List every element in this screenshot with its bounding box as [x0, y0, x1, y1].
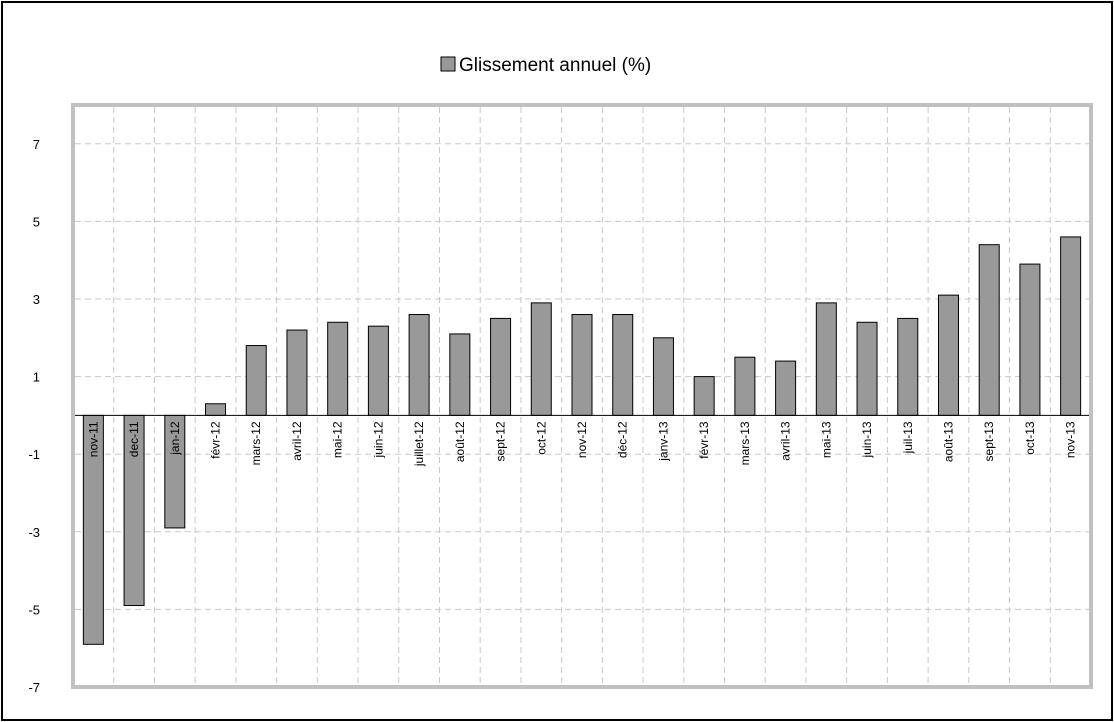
bar	[530, 302, 552, 416]
bar	[815, 302, 837, 416]
y-tick-label: 1	[33, 370, 40, 385]
category-label: mai-13	[819, 421, 833, 458]
category-label: avril-13	[779, 421, 793, 461]
category-labels: nov-11 dec-11 jan-12 févr-12 mars-12 avril-12…	[86, 421, 1077, 467]
category-label: févr-12	[209, 421, 223, 459]
category-label: avril-12	[290, 421, 304, 461]
bar	[245, 345, 267, 416]
bars	[82, 236, 1082, 645]
category-label: juin-13	[860, 421, 874, 458]
category-label: oct-12	[534, 421, 548, 455]
bar	[490, 317, 512, 416]
bar	[856, 321, 878, 416]
y-tick-label: 3	[33, 292, 40, 307]
plot-area	[71, 103, 1093, 689]
y-tick-label: -5	[28, 602, 40, 617]
legend: Glissement annuel (%)	[440, 55, 651, 76]
category-label: févr-13	[697, 421, 711, 459]
bar	[734, 356, 756, 416]
category-label: août-12	[453, 421, 467, 462]
category-label: nov-11	[86, 421, 100, 457]
category-label: juin-12	[371, 421, 385, 458]
category-label: nov-12	[575, 421, 589, 458]
bar	[612, 314, 634, 416]
bar	[775, 360, 797, 416]
y-tick-label: 7	[33, 137, 40, 152]
y-tick-label: 5	[33, 214, 40, 229]
category-label: juil-13	[901, 421, 915, 454]
category-label: mars-12	[249, 421, 263, 465]
y-tick-label: -7	[28, 680, 40, 695]
bar	[978, 244, 1000, 416]
bar	[408, 314, 430, 416]
legend-swatch	[440, 56, 456, 72]
category-label: sept-13	[982, 421, 996, 461]
category-label: mars-13	[738, 421, 752, 465]
bar	[205, 403, 227, 416]
category-label: déc-12	[616, 421, 630, 458]
bar	[1019, 263, 1041, 416]
bar	[327, 321, 349, 416]
category-label: août-13	[941, 421, 955, 462]
bar	[897, 317, 919, 416]
y-axis-ticks: -7 -5 -3 -1 1 3 5 7	[28, 137, 40, 695]
y-tick-label: -1	[28, 447, 40, 462]
category-label: nov-13	[1064, 421, 1078, 458]
category-label: sept-12	[494, 421, 508, 461]
legend-label: Glissement annuel (%)	[459, 55, 651, 76]
bar	[693, 376, 715, 416]
category-label: oct-13	[1023, 421, 1037, 455]
y-tick-label: -3	[28, 525, 40, 540]
category-label: jan-12	[168, 421, 182, 456]
bar	[571, 314, 593, 416]
bar	[652, 337, 674, 416]
category-label: janv-13	[656, 421, 670, 462]
bar	[367, 325, 389, 416]
category-label: juillet-12	[412, 421, 426, 467]
bar	[1060, 236, 1082, 416]
category-label: mai-12	[331, 421, 345, 458]
bar	[286, 329, 308, 416]
bar	[449, 333, 471, 416]
category-label: dec-11	[127, 421, 141, 457]
gridlines	[75, 107, 1089, 685]
bar	[937, 294, 959, 416]
